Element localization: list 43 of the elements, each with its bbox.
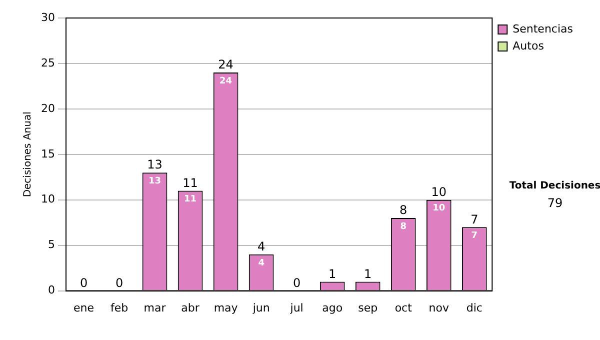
y-tick-label: 30 xyxy=(40,10,55,24)
data-label: 8 xyxy=(400,222,406,232)
total-label: 0 xyxy=(115,276,124,290)
data-label: 7 xyxy=(471,230,478,241)
total-label: 13 xyxy=(147,158,162,172)
total-label: 0 xyxy=(80,276,88,290)
x-tick-label: jun xyxy=(252,301,270,314)
y-tick-label: 5 xyxy=(48,238,55,252)
y-tick-label: 20 xyxy=(40,102,55,115)
data-label: 4 xyxy=(258,258,264,268)
total-label: 4 xyxy=(257,240,266,254)
data-label: 10 xyxy=(432,204,446,214)
legend-label: Autos xyxy=(512,39,544,52)
x-tick-label: may xyxy=(214,301,238,314)
total-label: 11 xyxy=(182,176,198,190)
total-label: 1 xyxy=(364,266,372,281)
y-tick-label: 15 xyxy=(40,147,55,160)
data-label: 13 xyxy=(148,176,162,186)
x-tick-label: jul xyxy=(289,301,304,314)
y-tick-label: 0 xyxy=(48,284,55,297)
text: Total Decisiones xyxy=(509,180,600,192)
x-tick-label: ago xyxy=(322,301,343,314)
x-tick-label: dic xyxy=(466,301,482,314)
total-label: 10 xyxy=(431,184,447,199)
total-label: 7 xyxy=(470,212,478,226)
data-label: 11 xyxy=(184,194,197,205)
x-tick-label: mar xyxy=(144,301,166,314)
total-label: 24 xyxy=(218,58,234,72)
x-tick-label: feb xyxy=(110,301,128,314)
x-tick-label: abr xyxy=(181,301,200,314)
data-label: 24 xyxy=(220,76,232,86)
x-tick-label: oct xyxy=(394,301,413,314)
y-tick-label: 25 xyxy=(40,56,55,70)
x-tick-label: ene xyxy=(73,301,94,314)
x-tick-label: sep xyxy=(358,301,378,314)
legend-label: Sentencias xyxy=(512,22,574,36)
x-tick-label: nov xyxy=(428,301,450,314)
total-label: 1 xyxy=(328,266,336,281)
text: 79 xyxy=(547,196,563,210)
y-axis-title: Decisiones Anual xyxy=(22,112,34,198)
total-label: 0 xyxy=(293,276,301,290)
y-tick-label: 10 xyxy=(40,192,55,206)
total-label: 8 xyxy=(400,203,408,218)
